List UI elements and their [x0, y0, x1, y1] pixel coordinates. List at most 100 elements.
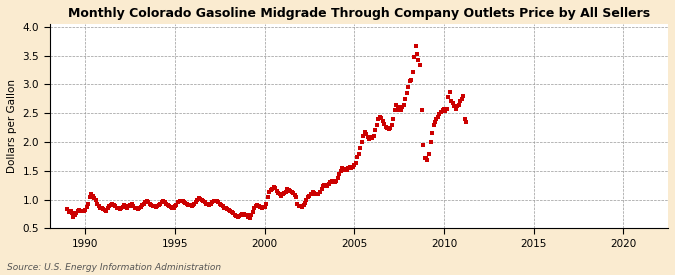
Point: [315, 190, 325, 194]
Point: [130, 205, 140, 210]
Point: [162, 203, 173, 207]
Point: [250, 204, 261, 209]
Point: [392, 105, 403, 109]
Point: [200, 200, 211, 205]
Point: [78, 209, 89, 213]
Point: [204, 203, 215, 207]
Point: [302, 195, 313, 199]
Point: [138, 202, 149, 207]
Point: [301, 198, 312, 202]
Point: [413, 58, 424, 62]
Point: [335, 169, 346, 174]
Point: [389, 108, 400, 112]
Point: [329, 180, 340, 184]
Point: [304, 193, 315, 198]
Point: [71, 211, 82, 215]
Point: [355, 146, 366, 150]
Point: [86, 192, 97, 197]
Point: [270, 186, 281, 190]
Point: [164, 204, 175, 208]
Point: [337, 166, 348, 171]
Point: [279, 191, 290, 196]
Point: [210, 199, 221, 203]
Point: [321, 183, 331, 187]
Point: [110, 204, 121, 209]
Point: [313, 192, 324, 197]
Point: [298, 203, 309, 208]
Point: [310, 192, 321, 196]
Point: [225, 209, 236, 213]
Point: [93, 204, 104, 209]
Point: [137, 203, 148, 208]
Point: [404, 79, 415, 84]
Point: [252, 203, 263, 208]
Point: [155, 202, 165, 207]
Point: [95, 205, 106, 210]
Point: [198, 199, 209, 204]
Point: [183, 203, 194, 207]
Point: [362, 135, 373, 140]
Point: [111, 205, 122, 210]
Point: [180, 201, 191, 205]
Point: [448, 101, 458, 106]
Point: [437, 108, 448, 112]
Point: [361, 132, 372, 137]
Point: [76, 209, 86, 213]
Point: [243, 215, 254, 219]
Point: [307, 190, 318, 194]
Point: [92, 202, 103, 207]
Point: [209, 199, 219, 204]
Point: [153, 203, 164, 208]
Point: [240, 212, 250, 217]
Point: [264, 189, 275, 194]
Point: [140, 200, 151, 205]
Point: [267, 186, 277, 191]
Point: [317, 183, 328, 188]
Point: [152, 204, 163, 209]
Point: [403, 85, 414, 89]
Point: [306, 192, 317, 196]
Point: [230, 213, 240, 217]
Point: [244, 216, 255, 220]
Point: [128, 204, 138, 208]
Point: [202, 202, 213, 207]
Point: [124, 204, 134, 209]
Point: [383, 126, 394, 131]
Point: [444, 90, 455, 94]
Point: [261, 201, 271, 206]
Point: [323, 182, 334, 186]
Point: [68, 215, 79, 219]
Text: Source: U.S. Energy Information Administration: Source: U.S. Energy Information Administ…: [7, 263, 221, 272]
Point: [217, 204, 228, 209]
Point: [232, 215, 243, 219]
Point: [398, 102, 409, 107]
Point: [400, 97, 410, 101]
Point: [359, 130, 370, 134]
Point: [119, 203, 130, 208]
Point: [292, 202, 303, 207]
Point: [379, 122, 389, 126]
Point: [186, 204, 197, 208]
Point: [451, 106, 462, 111]
Point: [446, 98, 457, 103]
Point: [122, 206, 132, 210]
Point: [238, 212, 249, 216]
Point: [231, 214, 242, 219]
Point: [144, 201, 155, 206]
Point: [452, 104, 463, 108]
Point: [125, 203, 136, 208]
Point: [242, 213, 252, 217]
Point: [101, 209, 112, 213]
Point: [158, 199, 169, 204]
Point: [370, 128, 381, 132]
Point: [386, 123, 397, 128]
Point: [435, 110, 446, 114]
Point: [103, 206, 113, 210]
Point: [308, 191, 319, 196]
Point: [365, 135, 376, 140]
Point: [246, 213, 256, 217]
Point: [454, 102, 464, 107]
Point: [148, 204, 159, 209]
Point: [263, 195, 273, 199]
Point: [219, 205, 230, 210]
